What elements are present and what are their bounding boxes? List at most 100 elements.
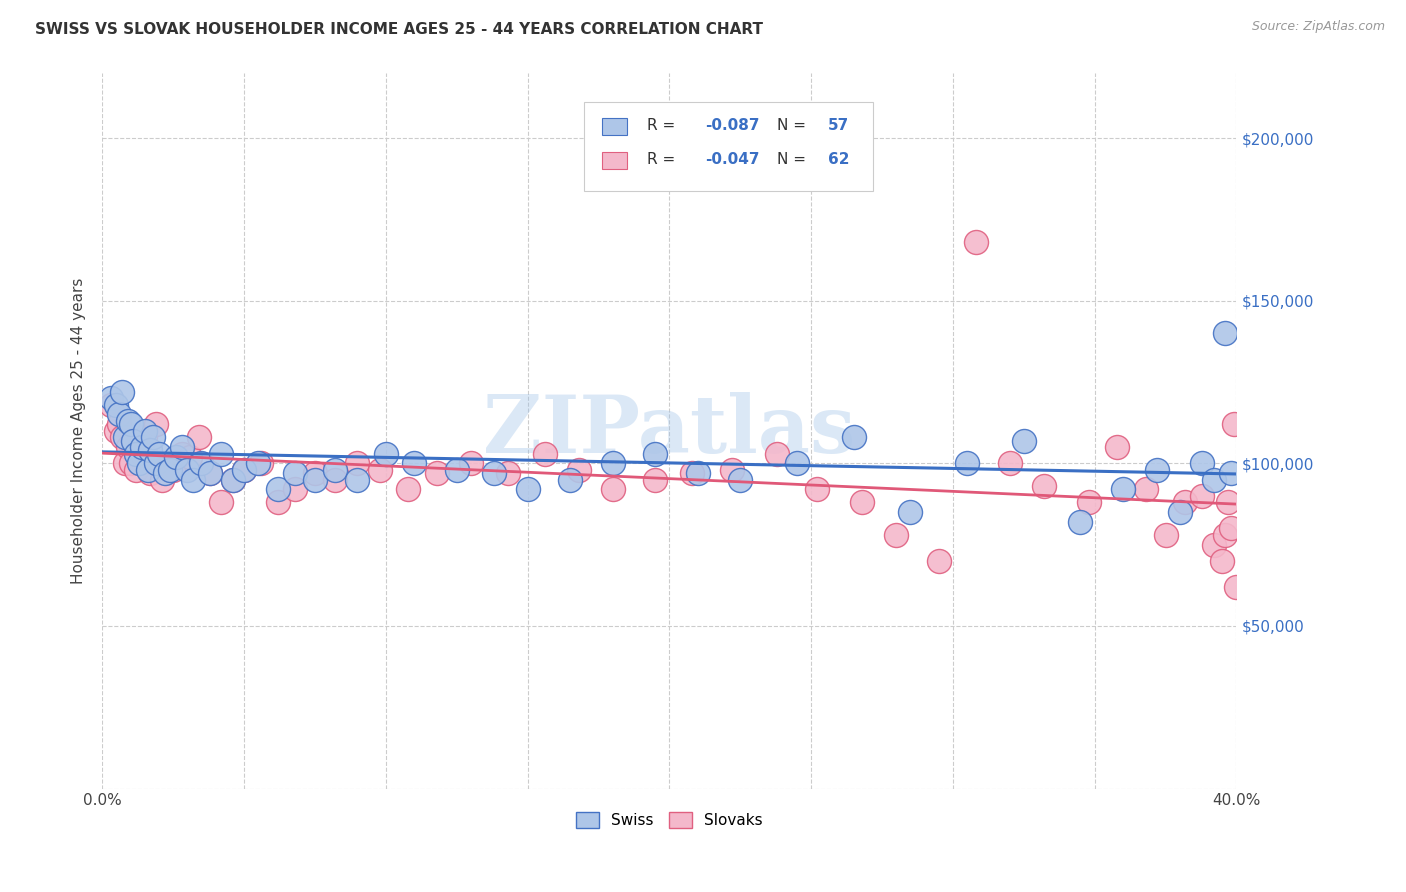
Point [851, 495, 873, 509]
Point [198, 466, 221, 480]
Point [644, 473, 666, 487]
Point [1107, 440, 1129, 454]
Point [446, 463, 468, 477]
Point [1078, 495, 1101, 509]
Point [998, 456, 1021, 470]
Point [482, 466, 505, 480]
Text: SWISS VS SLOVAK HOUSEHOLDER INCOME AGES 25 - 44 YEARS CORRELATION CHART: SWISS VS SLOVAK HOUSEHOLDER INCOME AGES … [35, 22, 763, 37]
Text: N =: N = [778, 119, 811, 134]
Point [602, 483, 624, 497]
Point [728, 473, 751, 487]
Point [128, 440, 150, 454]
Point [162, 463, 184, 477]
Point [1154, 528, 1177, 542]
Text: -0.047: -0.047 [706, 152, 761, 167]
Text: 62: 62 [828, 152, 849, 167]
Point [247, 456, 270, 470]
Point [965, 235, 987, 249]
Point [1069, 515, 1091, 529]
Point [898, 505, 921, 519]
Point [956, 456, 979, 470]
Point [1211, 554, 1233, 568]
Point [267, 495, 290, 509]
Point [323, 473, 346, 487]
Point [187, 430, 209, 444]
Point [120, 456, 142, 470]
Point [156, 456, 179, 470]
Point [496, 466, 519, 480]
Point [111, 384, 134, 399]
Point [148, 446, 170, 460]
Point [122, 434, 145, 448]
Point [100, 398, 122, 412]
Point [125, 446, 148, 460]
Text: Source: ZipAtlas.com: Source: ZipAtlas.com [1251, 20, 1385, 33]
Point [806, 483, 828, 497]
Text: 57: 57 [828, 119, 849, 134]
Point [233, 463, 256, 477]
Point [404, 456, 426, 470]
Point [114, 456, 136, 470]
Point [1213, 528, 1236, 542]
FancyBboxPatch shape [585, 102, 873, 191]
Point [1191, 456, 1213, 470]
Point [516, 483, 538, 497]
Point [1032, 479, 1054, 493]
Point [125, 463, 148, 477]
Point [1174, 495, 1197, 509]
Point [128, 456, 150, 470]
Point [368, 463, 391, 477]
FancyBboxPatch shape [602, 152, 627, 169]
Point [842, 430, 865, 444]
Point [681, 466, 703, 480]
Point [105, 424, 128, 438]
Point [1213, 326, 1236, 341]
Point [136, 463, 159, 477]
Point [304, 473, 326, 487]
Text: ZIPatlas: ZIPatlas [484, 392, 855, 470]
Point [108, 417, 131, 432]
Point [1135, 483, 1157, 497]
Point [884, 528, 907, 542]
Point [398, 483, 420, 497]
Point [131, 440, 153, 454]
Point [145, 456, 167, 470]
Point [159, 463, 181, 477]
Point [153, 466, 176, 480]
Point [1202, 538, 1225, 552]
Point [145, 417, 167, 432]
Point [346, 456, 368, 470]
Point [323, 463, 346, 477]
Point [1222, 417, 1244, 432]
Point [1219, 521, 1241, 535]
Point [786, 456, 808, 470]
Point [165, 450, 187, 464]
Point [250, 456, 273, 470]
FancyBboxPatch shape [602, 118, 627, 136]
Point [117, 440, 139, 454]
Point [267, 483, 290, 497]
Point [170, 440, 193, 454]
Point [111, 430, 134, 444]
Point [644, 446, 666, 460]
Point [198, 466, 221, 480]
Point [150, 473, 173, 487]
Point [176, 463, 198, 477]
Text: N =: N = [778, 152, 811, 167]
Point [108, 408, 131, 422]
Point [602, 456, 624, 470]
Text: R =: R = [647, 152, 679, 167]
Point [170, 446, 193, 460]
Point [1191, 489, 1213, 503]
Point [374, 446, 396, 460]
Point [114, 430, 136, 444]
Point [209, 446, 232, 460]
Point [221, 473, 243, 487]
Point [686, 466, 709, 480]
Point [117, 414, 139, 428]
Point [460, 456, 482, 470]
Point [1219, 466, 1241, 480]
Point [766, 446, 789, 460]
Legend: Swiss, Slovaks: Swiss, Slovaks [569, 806, 769, 835]
Point [1202, 473, 1225, 487]
